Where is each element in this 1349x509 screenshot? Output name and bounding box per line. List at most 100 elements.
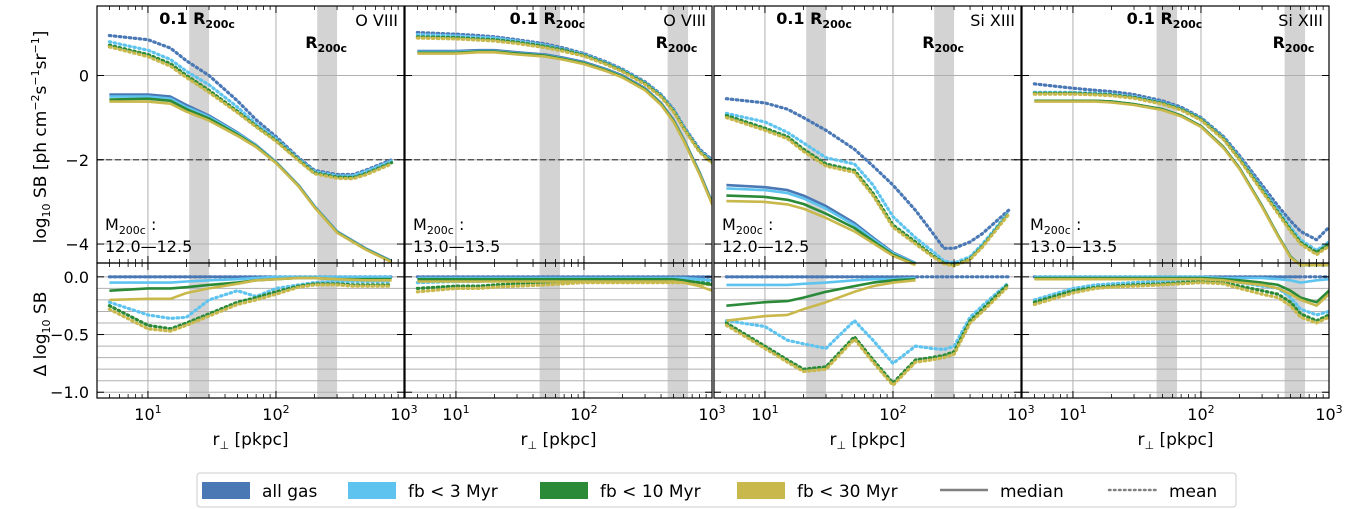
legend-item: mean: [1107, 482, 1217, 502]
series-bottom-fb-30-Myr-mean: [724, 284, 1011, 387]
y-tick-label: −1.0: [50, 383, 89, 402]
r200-annotation: R200c: [1273, 33, 1315, 55]
mass-range-label: 12.0—12.5: [105, 237, 192, 256]
series-top-all-gas-mean: [724, 97, 1011, 250]
series-bottom-fb-3-Myr-median: [726, 276, 916, 287]
legend-label: fb < 10 Myr: [600, 482, 701, 502]
series-top-fb-10-Myr-median: [417, 50, 712, 206]
series-bottom-fb-3-Myr-mean: [107, 279, 394, 320]
legend: all gas fb < 3 Myr fb < 10 Myr fb < 30 Myr m…: [196, 472, 1237, 508]
series-bottom-fb-30-Myr-median: [726, 279, 916, 322]
y-axis-label-bottom: Δ log10 SB: [31, 292, 53, 377]
tenth-r200-band-top: [539, 6, 561, 263]
legend-label: mean: [1169, 482, 1217, 502]
series-bottom-fb-3-Myr-mean: [724, 281, 1011, 365]
y-tick-label: −4: [65, 235, 89, 254]
r200-band-bottom: [934, 263, 955, 398]
series-bottom-fb-30-Myr-median: [1034, 277, 1329, 308]
panel-1: 0 −2 −4 0.0 −0.5 −1.0 101 102 103 0.1 R200c R200c O…: [50, 5, 418, 424]
y-tick-label: 0.0: [64, 268, 89, 287]
series-top-fb-3-Myr-median: [417, 49, 712, 206]
r200-band-top: [317, 6, 338, 263]
tenth-r200-annotation: 0.1 R200c: [776, 9, 852, 31]
series-top-fb-30-Myr-mean: [1032, 92, 1329, 257]
series-top-fb-30-Myr-mean: [415, 36, 712, 165]
tenth-r200-band-bottom: [539, 263, 561, 398]
x-tick-label: 101: [1059, 403, 1086, 424]
panel-3: 101 102 103 0.1 R200c R200c Si XIII M200c :12.…: [713, 5, 1035, 424]
series-top-fb-30-Myr-mean: [724, 115, 1011, 268]
mass-label: M200c :: [1030, 215, 1081, 237]
legend-item: all gas: [202, 482, 317, 502]
mass-range-label: 12.0—12.5: [722, 237, 809, 256]
mass-label: M200c :: [105, 215, 156, 237]
series-bottom-fb-10-Myr-mean: [107, 282, 394, 331]
series-bottom-fb-10-Myr-median: [726, 277, 916, 307]
legend-label: median: [1000, 482, 1064, 502]
legend-item: fb < 3 Myr: [348, 482, 498, 502]
y-tick-label: −0.5: [50, 326, 89, 345]
series-top-fb-10-Myr-mean: [724, 113, 1011, 267]
legend-label: fb < 3 Myr: [408, 482, 498, 502]
panels: 0 −2 −4 0.0 −0.5 −1.0 101 102 103 0.1 R200c R200c O…: [50, 5, 1343, 424]
x-tick-label: 102: [1187, 403, 1214, 424]
panel-2: 101 102 103 0.1 R200c R200c O VIII M200c :13.0…: [404, 5, 726, 424]
series-top-fb-10-Myr-mean: [107, 43, 394, 180]
legend-items: all gas fb < 3 Myr fb < 10 Myr fb < 30 Myr m…: [202, 482, 1217, 502]
tenth-r200-annotation: 0.1 R200c: [159, 9, 235, 31]
legend-swatch: [348, 482, 396, 499]
x-axis-label: r⊥ [pkpc]: [520, 430, 596, 452]
axes-frame-bottom: [404, 262, 713, 399]
tenth-r200-band-top: [1156, 6, 1178, 263]
r200-annotation: R200c: [922, 33, 964, 55]
x-tick-label: 101: [442, 403, 469, 424]
ion-label: O VIII: [355, 11, 398, 30]
series-top-fb-30-Myr-median: [417, 50, 712, 207]
axes-frame-bottom: [1021, 262, 1330, 399]
y-axis-label-top: log10 SB [ph cm−2s−1sr−1]: [29, 31, 53, 244]
series-top-fb-3-Myr-mean: [107, 40, 394, 178]
series-bottom-fb-30-Myr-mean: [1032, 281, 1329, 325]
x-axis-label: r⊥ [pkpc]: [829, 430, 905, 452]
series-top-fb-30-Myr-median: [1034, 100, 1329, 267]
x-axis-label: r⊥ [pkpc]: [212, 430, 288, 452]
x-tick-label: 103: [1007, 403, 1034, 424]
series-lines: [107, 33, 394, 333]
y-tick-label: −2: [65, 151, 89, 170]
ion-label: Si XIII: [970, 11, 1015, 30]
axes-frame-bottom: [713, 262, 1022, 399]
x-axis-label: r⊥ [pkpc]: [1137, 430, 1213, 452]
r200-band-bottom: [317, 263, 338, 398]
series-top-all-gas-mean: [107, 33, 394, 177]
legend-item: fb < 30 Myr: [737, 482, 898, 502]
series-lines: [415, 30, 712, 294]
x-tick-label: 102: [262, 403, 289, 424]
series-lines: [1032, 82, 1329, 325]
series-top-fb-3-Myr-mean: [724, 111, 1011, 265]
legend-swatch: [737, 482, 785, 499]
y-tick-label: 0: [79, 67, 89, 86]
legend-swatch: [202, 482, 250, 499]
series-bottom-fb-30-Myr-median: [109, 276, 392, 302]
r200-band-bottom: [667, 263, 689, 398]
x-tick-label: 103: [1315, 403, 1342, 424]
panel-4: 101 102 103 0.1 R200c R200c Si XIII M200c :13.…: [1021, 5, 1343, 424]
legend-swatch: [540, 482, 588, 499]
series-bottom-fb-10-Myr-median: [417, 277, 712, 287]
r200-band-top: [667, 6, 689, 263]
ion-label: Si XIII: [1278, 11, 1323, 30]
x-tick-label: 103: [698, 403, 725, 424]
mass-range-label: 13.0—13.5: [1030, 237, 1117, 256]
r200-band-top: [934, 6, 955, 263]
axes-frame-bottom: [96, 262, 405, 399]
x-axis-labels: r⊥ [pkpc] r⊥ [pkpc] r⊥ [pkpc] r⊥ [pkpc]: [212, 430, 1213, 452]
x-tick-label: 101: [134, 403, 161, 424]
legend-item: fb < 10 Myr: [540, 482, 701, 502]
legend-frame: [196, 472, 1237, 508]
x-tick-label: 102: [879, 403, 906, 424]
tenth-r200-band-top: [189, 6, 210, 263]
series-bottom-fb-3-Myr-median: [109, 275, 392, 284]
mass-range-label: 13.0—13.5: [413, 237, 500, 256]
legend-item: median: [940, 482, 1064, 502]
